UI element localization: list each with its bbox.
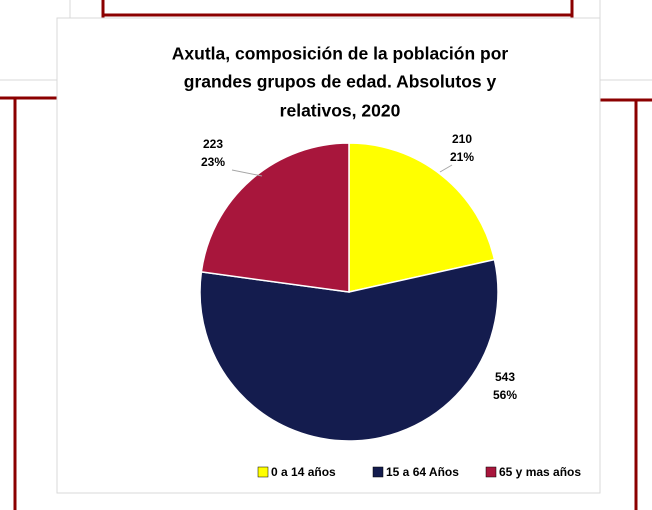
leader-line (439, 164, 453, 173)
data-label: 210 (452, 132, 472, 146)
legend-swatch (372, 466, 384, 478)
pie-slice (348, 142, 496, 293)
chart-title: grandes grupos de edad. Absolutos y (184, 72, 497, 92)
leader-line (231, 169, 263, 177)
legend-swatch (257, 466, 269, 478)
legend-swatch (485, 466, 497, 478)
pie-slice (199, 258, 499, 442)
legend-label: 65 y mas años (499, 465, 581, 479)
pie-slice (200, 142, 350, 293)
data-label: 543 (495, 370, 515, 384)
legend-label: 0 a 14 años (271, 465, 336, 479)
data-label: 21% (450, 150, 474, 164)
legend-label: 15 a 64 Años (386, 465, 459, 479)
chart-title: relativos, 2020 (280, 101, 401, 121)
chart-title: Axutla, composición de la población por (172, 44, 509, 64)
data-label: 223 (203, 137, 223, 151)
data-label: 23% (201, 155, 225, 169)
data-label: 56% (493, 388, 517, 402)
